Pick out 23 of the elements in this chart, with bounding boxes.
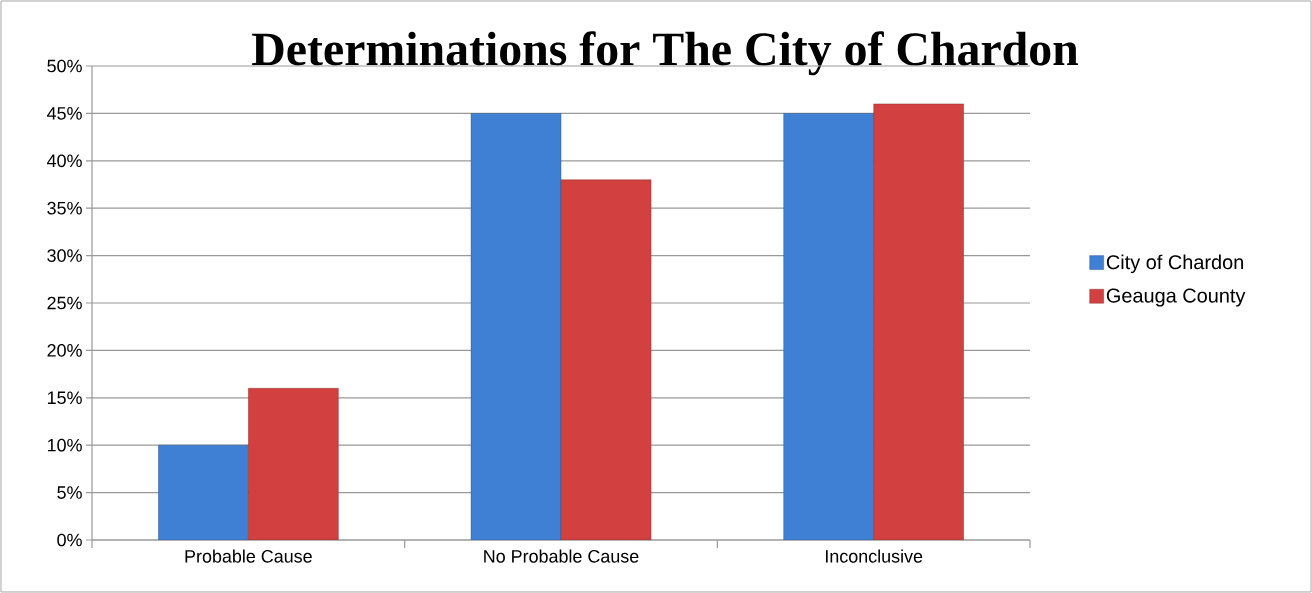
y-tick-label: 45% <box>47 107 82 120</box>
x-tick-label: Inconclusive <box>826 549 923 563</box>
y-tick-label: 0% <box>57 533 82 547</box>
legend-label: City of Chardon <box>1106 254 1243 274</box>
y-tick-label: 35% <box>47 201 82 215</box>
x-tick-label: Probable Cause <box>185 549 312 563</box>
bar <box>248 388 339 540</box>
bar <box>470 113 562 540</box>
legend-label: Geauga County <box>1106 288 1246 307</box>
x-tick-label: No Probable Cause <box>484 549 639 563</box>
y-tick-label: 30% <box>47 249 82 262</box>
y-tick-label: 50% <box>47 59 82 73</box>
y-tick-label: 40% <box>47 154 82 168</box>
y-tick-label: 10% <box>47 438 82 452</box>
chart-title: Determinations for The City of Chardon <box>252 31 1079 76</box>
bar <box>783 113 874 540</box>
y-tick-label: 25% <box>47 296 82 310</box>
bar <box>158 444 249 540</box>
bar <box>560 179 652 540</box>
y-tick-label: 5% <box>57 486 82 499</box>
y-tick-label: 20% <box>47 344 82 357</box>
bar <box>873 103 964 540</box>
y-tick-label: 15% <box>47 391 82 405</box>
